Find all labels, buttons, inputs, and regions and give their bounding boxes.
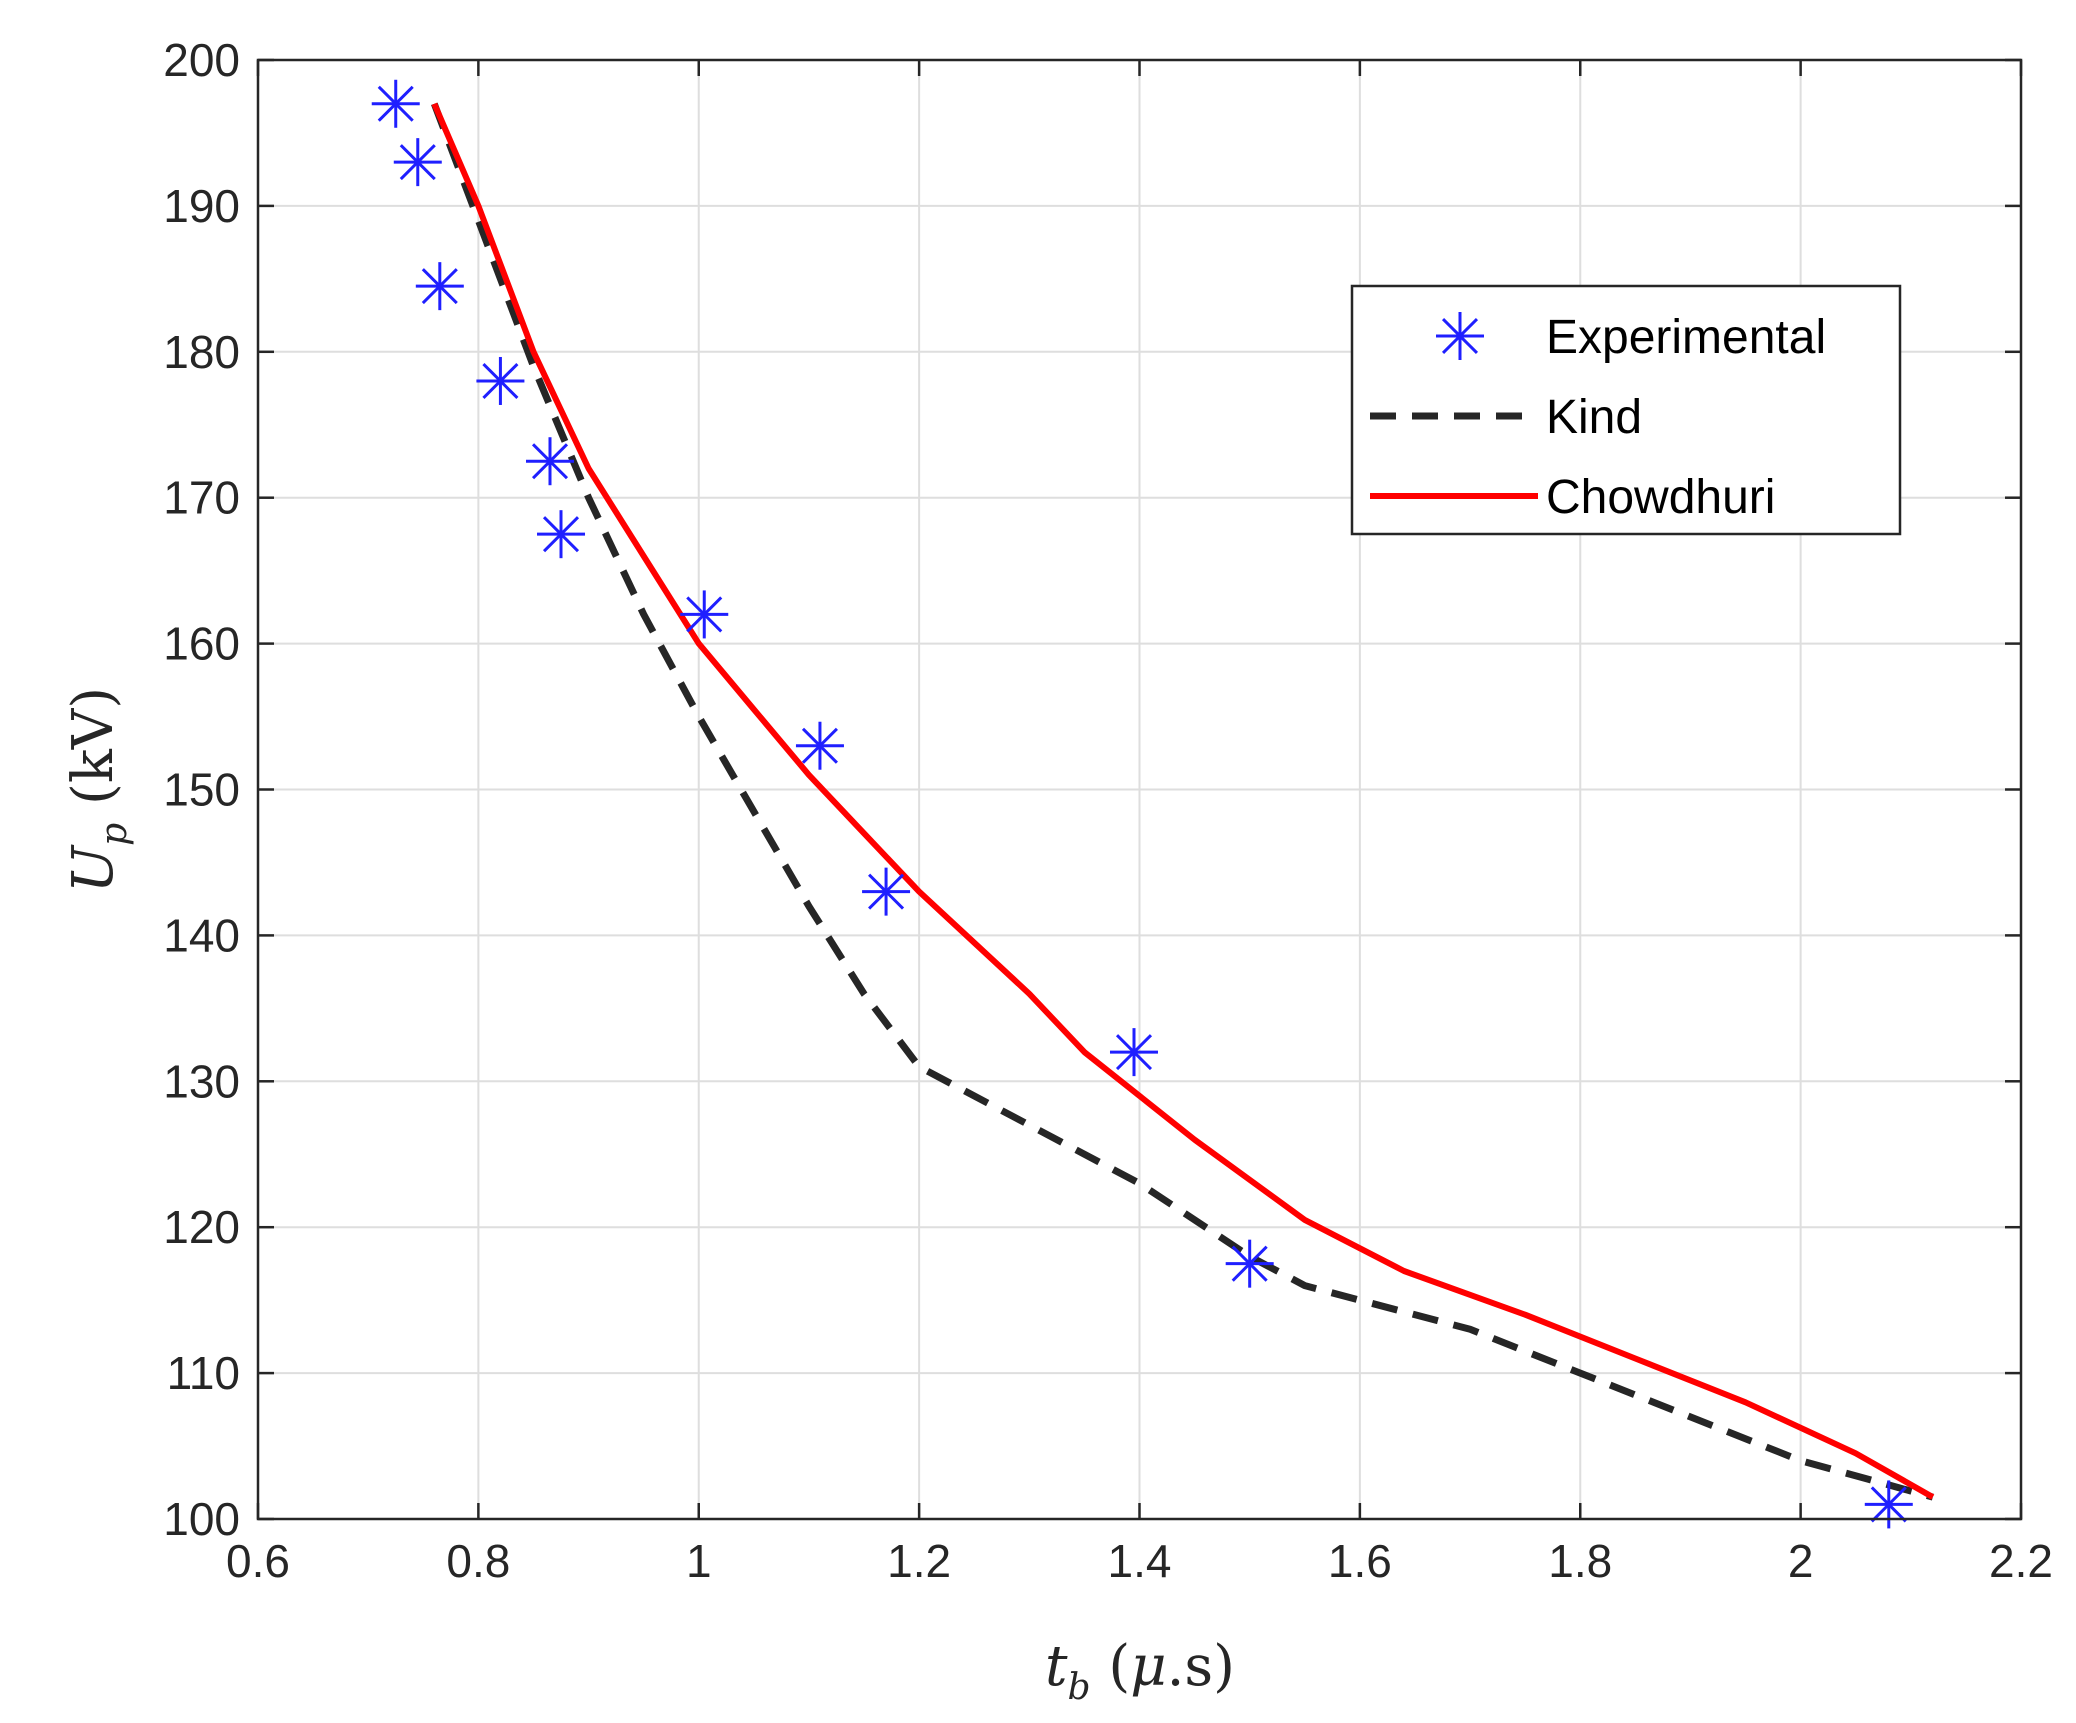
y-tick-label: 200 [163,34,240,86]
legend-box [1350,284,1902,536]
data-point-experimental [393,138,442,187]
data-point-experimental [415,262,464,311]
legend: Experimental Kind Chowdhuri [1350,284,1902,536]
tick-labels: 0.6 0.8 1 1.2 1.4 1.6 1.8 2 2.2 100 110 120 130 140 15… [163,34,2053,1587]
legend-label: Kind [1546,391,1642,444]
series-line-kind [431,102,1934,1501]
y-axis-title: Up (kV) [61,687,135,893]
x-tick-label: 0.8 [446,1535,510,1587]
y-tick-label: 160 [163,618,240,670]
data-point-experimental [862,867,911,916]
data-point-experimental [795,721,844,770]
y-tick-label: 180 [163,326,240,378]
y-tick-label: 100 [163,1493,240,1545]
y-tick-label: 190 [163,180,240,232]
ticks [256,58,2023,1521]
series-layer [371,79,1935,1529]
x-tick-label: 1.2 [887,1535,951,1587]
x-tick-label: 0.6 [226,1535,290,1587]
x-tick-label: 1.4 [1108,1535,1172,1587]
data-point-experimental [476,356,525,405]
data-point-experimental [525,437,574,486]
x-tick-label: 2.2 [1989,1535,2053,1587]
x-axis-title: tb (μ.s) [1045,1634,1235,1708]
series-line-chowdhuri [431,102,1935,1500]
y-tick-label: 130 [163,1055,240,1107]
x-tick-label: 1.8 [1548,1535,1612,1587]
svg-text:Up (kV): Up (kV) [61,687,135,893]
y-tick-label: 170 [163,472,240,524]
x-tick-label: 1.6 [1328,1535,1392,1587]
legend-marker-experimental [1436,312,1484,360]
data-point-experimental [371,79,420,128]
y-tick-label: 140 [163,909,240,961]
y-tick-label: 110 [167,1347,240,1399]
data-point-experimental [1225,1239,1274,1288]
legend-label: Chowdhuri [1546,471,1775,524]
legend-label: Experimental [1546,311,1826,364]
x-tick-label: 2 [1788,1535,1814,1587]
y-tick-label: 150 [163,764,240,816]
data-point-experimental [1864,1480,1913,1529]
data-point-experimental [1109,1028,1158,1077]
y-tick-label: 120 [163,1201,240,1253]
data-point-experimental [537,510,586,559]
svg-text:tb (μ.s): tb (μ.s) [1045,1634,1235,1708]
x-tick-label: 1 [686,1535,712,1587]
data-point-experimental [680,590,729,639]
